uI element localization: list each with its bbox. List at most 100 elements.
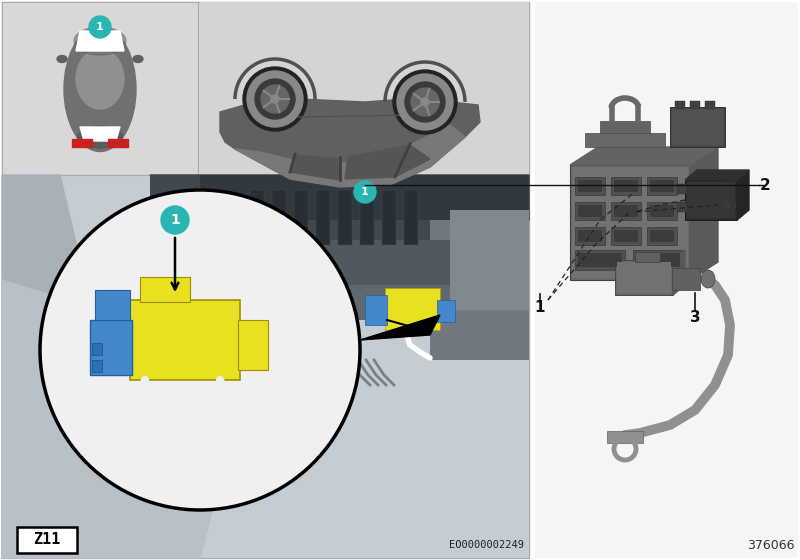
Text: 2: 2 [760, 178, 770, 193]
Bar [382, 190, 396, 245]
Polygon shape [2, 175, 130, 558]
Bar [150, 175, 529, 250]
Bar [294, 190, 308, 245]
Text: EO0000002249: EO0000002249 [449, 540, 524, 550]
Bar [690, 101, 700, 109]
Bar [430, 175, 529, 360]
Bar [92, 360, 102, 372]
Bar [578, 205, 602, 217]
Bar [385, 288, 440, 330]
Bar [95, 290, 130, 320]
Bar [614, 230, 638, 242]
Bar [647, 227, 677, 245]
Bar [677, 184, 687, 194]
Bar [108, 139, 128, 147]
Bar [650, 230, 674, 242]
Bar [672, 268, 700, 290]
Circle shape [354, 181, 376, 203]
Polygon shape [685, 170, 749, 180]
Bar [575, 177, 605, 195]
Bar [338, 190, 352, 245]
Text: 1: 1 [361, 187, 369, 197]
Polygon shape [150, 175, 529, 260]
Circle shape [247, 71, 303, 127]
Polygon shape [360, 315, 440, 340]
Bar [365, 295, 387, 325]
Bar [2, 2, 529, 558]
Bar [614, 205, 638, 217]
Polygon shape [345, 145, 430, 179]
Bar [650, 180, 674, 192]
Text: 1: 1 [534, 301, 546, 315]
Bar [578, 180, 602, 192]
Polygon shape [690, 147, 718, 280]
Circle shape [89, 16, 111, 38]
Polygon shape [80, 127, 120, 141]
Bar [570, 165, 690, 280]
Text: 1: 1 [96, 22, 104, 32]
Circle shape [255, 79, 295, 119]
Bar [260, 240, 460, 290]
Circle shape [261, 85, 289, 113]
Polygon shape [235, 125, 465, 187]
Bar [607, 431, 643, 443]
Bar [2, 2, 529, 175]
Circle shape [393, 70, 457, 134]
Bar [615, 260, 673, 295]
Ellipse shape [78, 126, 122, 148]
Circle shape [722, 201, 730, 209]
Circle shape [712, 191, 740, 219]
Bar [647, 202, 677, 220]
Bar [705, 101, 715, 109]
Circle shape [620, 444, 630, 454]
Bar [575, 250, 625, 270]
Bar [90, 320, 132, 375]
Bar [450, 210, 529, 310]
Ellipse shape [76, 49, 124, 109]
Bar [238, 320, 268, 370]
Circle shape [271, 95, 279, 103]
Polygon shape [2, 280, 220, 558]
Bar [92, 343, 102, 355]
Bar [200, 175, 529, 220]
Bar [72, 139, 92, 147]
FancyBboxPatch shape [17, 527, 77, 553]
Text: 376066: 376066 [747, 539, 795, 552]
Bar [130, 300, 240, 380]
Bar [437, 300, 455, 322]
Circle shape [40, 190, 360, 510]
Bar [636, 253, 680, 267]
Bar [617, 262, 671, 293]
Polygon shape [673, 250, 685, 295]
Bar [600, 121, 650, 133]
Bar [677, 202, 687, 212]
Bar [575, 227, 605, 245]
Bar [675, 101, 685, 109]
Bar [575, 202, 605, 220]
Polygon shape [290, 155, 340, 180]
Bar [140, 277, 190, 302]
Text: Z11: Z11 [34, 533, 61, 548]
Polygon shape [737, 170, 749, 220]
Bar [300, 285, 450, 320]
Ellipse shape [74, 27, 126, 55]
Bar [360, 190, 374, 245]
Bar [404, 190, 418, 245]
Text: 1: 1 [170, 213, 180, 227]
Bar [572, 167, 688, 278]
Circle shape [411, 88, 439, 116]
Polygon shape [220, 99, 480, 187]
Bar [535, 2, 798, 558]
Bar [272, 190, 286, 245]
Bar [611, 202, 641, 220]
Polygon shape [76, 31, 124, 51]
Bar [687, 182, 735, 218]
Text: 3: 3 [690, 310, 700, 324]
Bar [647, 177, 677, 195]
Bar [611, 177, 641, 195]
Bar [650, 205, 674, 217]
Ellipse shape [701, 270, 715, 288]
Bar [200, 2, 529, 175]
Bar [250, 190, 264, 245]
Bar [685, 180, 737, 220]
